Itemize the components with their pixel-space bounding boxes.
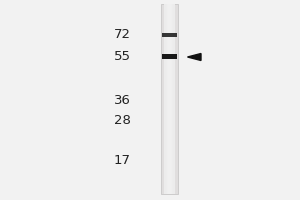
Bar xyxy=(166,4,173,194)
Bar xyxy=(166,4,173,194)
Bar xyxy=(164,4,175,194)
Bar xyxy=(167,4,172,194)
Bar xyxy=(168,4,171,194)
Text: 17: 17 xyxy=(113,154,130,168)
Text: 36: 36 xyxy=(114,94,130,106)
Bar xyxy=(162,33,177,37)
Polygon shape xyxy=(188,53,201,60)
Bar xyxy=(161,54,178,59)
Bar xyxy=(164,4,175,194)
Text: 55: 55 xyxy=(113,50,130,63)
Text: 72: 72 xyxy=(113,28,130,42)
Bar xyxy=(165,4,174,194)
Text: 28: 28 xyxy=(114,114,130,127)
Bar xyxy=(165,4,174,194)
Bar xyxy=(161,4,178,194)
Bar xyxy=(167,4,172,194)
